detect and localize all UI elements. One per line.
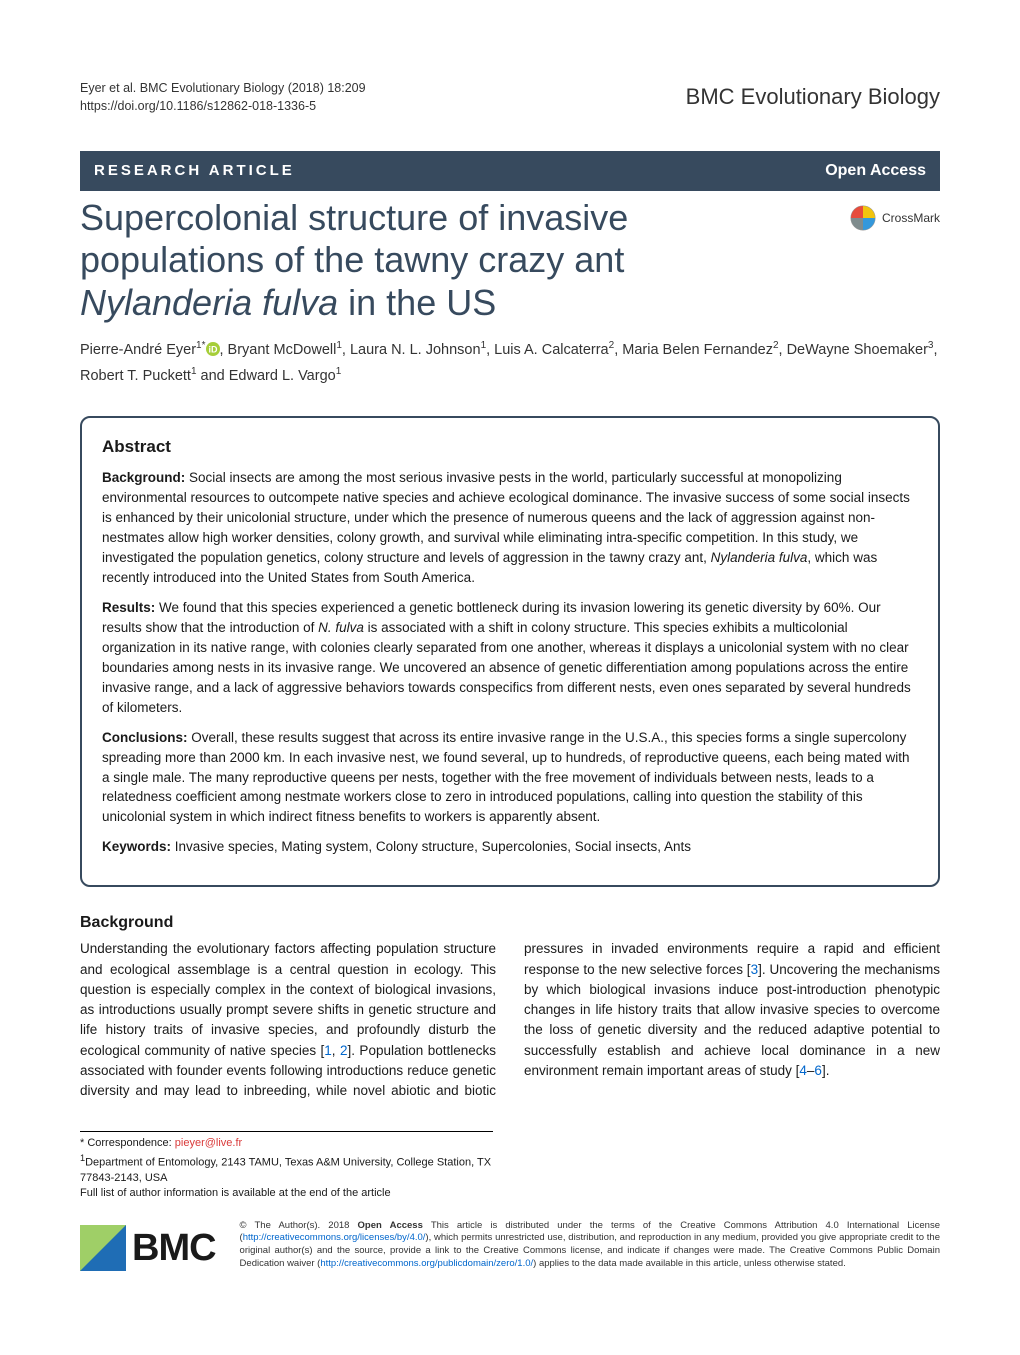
title-species: Nylanderia fulva	[80, 282, 338, 323]
abstract-results-label: Results:	[102, 600, 155, 615]
abstract-box: Abstract Background: Social insects are …	[80, 416, 940, 887]
citation-line1: Eyer et al. BMC Evolutionary Biology (20…	[80, 80, 366, 98]
background-text-2b: ]. Uncovering the mechanisms by which bi…	[524, 962, 940, 1078]
license-open-access: Open Access	[358, 1220, 423, 1231]
background-section: Background Understanding the evolutionar…	[80, 911, 940, 1101]
title-line2: populations of the tawny crazy ant	[80, 239, 624, 280]
abstract-results-species: N. fulva	[318, 620, 364, 635]
ref-4[interactable]: 4	[799, 1063, 807, 1078]
crossmark-icon	[850, 205, 876, 231]
license-text: © The Author(s). 2018 Open Access This a…	[240, 1220, 940, 1271]
abstract-keywords-label: Keywords:	[102, 839, 171, 854]
correspondence-label: * Correspondence:	[80, 1137, 175, 1149]
article-title: Supercolonial structure of invasive popu…	[80, 197, 830, 324]
svg-text:iD: iD	[208, 345, 218, 355]
license-prefix: © The Author(s). 2018	[240, 1220, 358, 1231]
crossmark-badge[interactable]: CrossMark	[850, 205, 940, 231]
abstract-background-label: Background:	[102, 470, 185, 485]
bmc-logo: BMC	[80, 1220, 216, 1277]
license-link2[interactable]: http://creativecommons.org/publicdomain/…	[320, 1258, 533, 1269]
abstract-keywords-text: Invasive species, Mating system, Colony …	[171, 839, 691, 854]
orcid-icon[interactable]: iD	[206, 341, 220, 364]
abstract-conclusions-label: Conclusions:	[102, 730, 188, 745]
abstract-background: Background: Social insects are among the…	[102, 468, 918, 588]
journal-name: BMC Evolutionary Biology	[686, 80, 940, 113]
citation-block: Eyer et al. BMC Evolutionary Biology (20…	[80, 80, 366, 115]
abstract-keywords: Keywords: Invasive species, Mating syste…	[102, 837, 918, 857]
header-row: Eyer et al. BMC Evolutionary Biology (20…	[80, 80, 940, 115]
open-access-label: Open Access	[825, 159, 926, 183]
bmc-text: BMC	[132, 1220, 216, 1277]
correspondence-line: * Correspondence: pieyer@live.fr	[80, 1136, 493, 1151]
abstract-background-species: Nylanderia fulva	[711, 550, 808, 565]
title-line1: Supercolonial structure of invasive	[80, 197, 628, 238]
ref-2[interactable]: 2	[340, 1043, 348, 1058]
crossmark-label: CrossMark	[882, 209, 940, 227]
article-type-bar: RESEARCH ARTICLE Open Access	[80, 151, 940, 191]
authors-list: Pierre-André Eyer1*iD, Bryant McDowell1,…	[80, 338, 940, 388]
background-text-1b: ]. Population	[348, 1043, 424, 1058]
correspondence-block: * Correspondence: pieyer@live.fr 1Depart…	[80, 1131, 493, 1201]
background-text-2c: ].	[822, 1063, 830, 1078]
correspondence-full-list: Full list of author information is avail…	[80, 1186, 493, 1201]
citation-doi[interactable]: https://doi.org/10.1186/s12862-018-1336-…	[80, 98, 366, 116]
license-text3: ) applies to the data made available in …	[533, 1258, 846, 1269]
title-line3-rest: in the US	[338, 282, 496, 323]
ref-1[interactable]: 1	[324, 1043, 332, 1058]
license-link1[interactable]: http://creativecommons.org/licenses/by/4…	[243, 1232, 426, 1243]
ref-6[interactable]: 6	[814, 1063, 822, 1078]
background-text-1: Understanding the evolutionary factors a…	[80, 941, 496, 1057]
footer: BMC © The Author(s). 2018 Open Access Th…	[80, 1220, 940, 1277]
ref-3[interactable]: 3	[751, 962, 759, 977]
correspondence-email[interactable]: pieyer@live.fr	[175, 1137, 242, 1149]
bmc-icon	[80, 1225, 126, 1271]
abstract-conclusions: Conclusions: Overall, these results sugg…	[102, 728, 918, 828]
abstract-results: Results: We found that this species expe…	[102, 598, 918, 718]
article-type-label: RESEARCH ARTICLE	[94, 160, 295, 183]
abstract-conclusions-text: Overall, these results suggest that acro…	[102, 730, 910, 825]
correspondence-affil: 1Department of Entomology, 2143 TAMU, Te…	[80, 1152, 493, 1186]
background-columns: Understanding the evolutionary factors a…	[80, 939, 940, 1101]
background-heading: Background	[80, 911, 940, 935]
abstract-heading: Abstract	[102, 434, 918, 460]
